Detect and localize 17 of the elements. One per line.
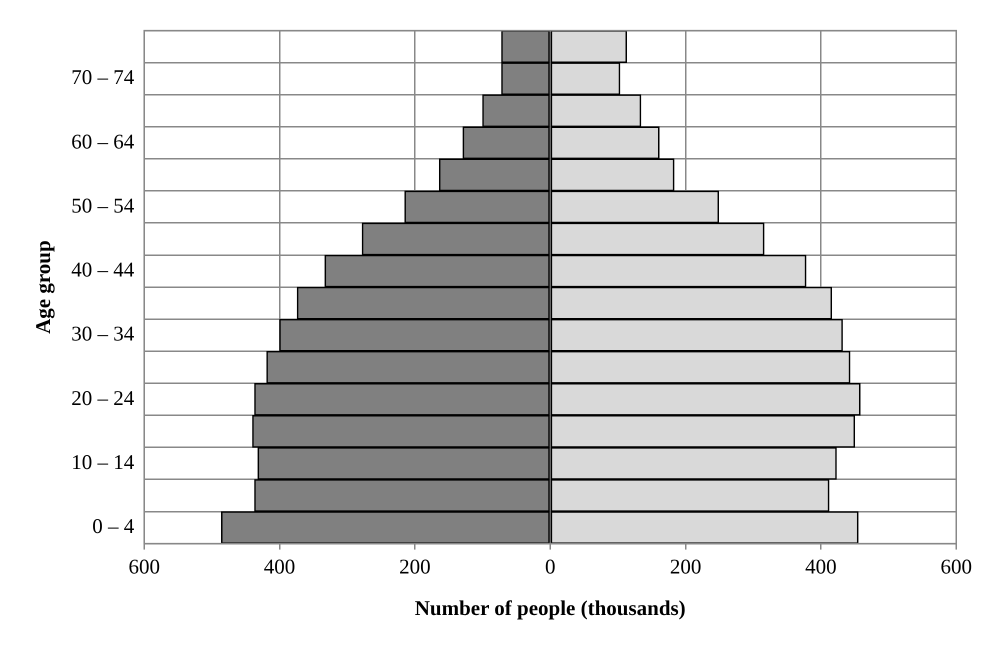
y-tick-label: 20 – 24 (71, 386, 135, 410)
y-tick-label: 30 – 34 (71, 322, 135, 346)
y-tick-label: 40 – 44 (71, 258, 135, 282)
y-tick-label: 60 – 64 (71, 129, 135, 154)
y-tick-label: 70 – 74 (71, 65, 135, 90)
x-tick-label: 0 (544, 554, 556, 579)
y-tick-label: 0 – 4 (92, 514, 135, 538)
y-tick-label: 50 – 54 (71, 193, 135, 218)
x-tick-label: 200 (399, 554, 431, 579)
y-tick-label: 10 – 14 (71, 450, 135, 474)
x-tick-label: 200 (670, 554, 702, 579)
x-tick-label: 600 (128, 554, 160, 579)
x-tick-label: 600 (940, 554, 972, 579)
y-axis-title: Age group (31, 240, 56, 334)
x-tick-label: 400 (264, 554, 296, 579)
x-axis-title: Number of people (thousands) (414, 596, 686, 620)
x-tick-label: 400 (805, 554, 837, 579)
